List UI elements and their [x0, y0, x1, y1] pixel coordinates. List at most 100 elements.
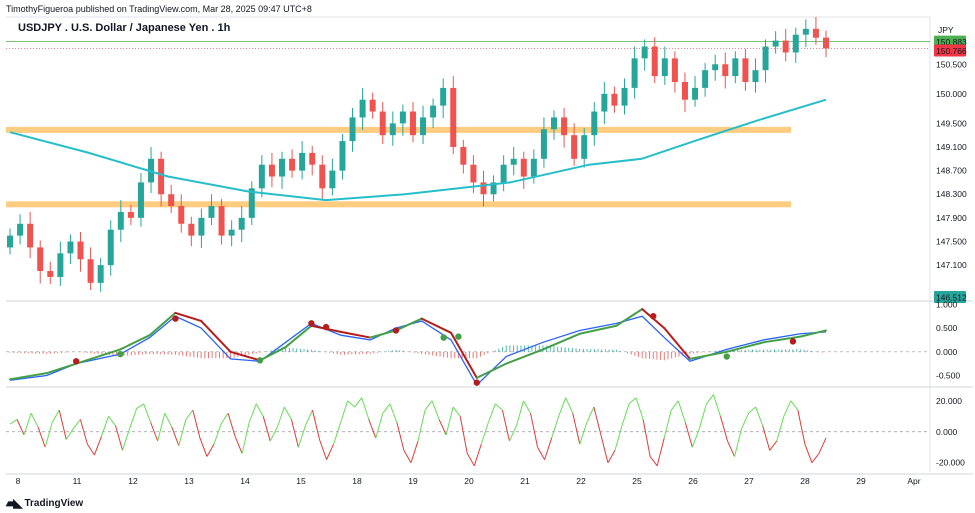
candle-body	[67, 241, 74, 254]
candle-body	[399, 111, 406, 124]
oscillator-segment	[213, 423, 222, 445]
oscillator-segment	[635, 397, 644, 420]
candle-body	[802, 28, 809, 35]
candle-body	[470, 164, 477, 183]
candle	[37, 240, 44, 284]
oscillator-segment	[403, 450, 412, 463]
candle-body	[37, 247, 44, 272]
oscillator-segment	[255, 403, 264, 417]
candle-body	[792, 34, 799, 53]
candle	[732, 51, 739, 84]
candle	[57, 241, 64, 286]
low-price-label-bg	[934, 291, 966, 303]
macd-signal-segment	[799, 329, 827, 338]
candle	[319, 155, 326, 201]
oscillator-segment	[37, 426, 46, 448]
candle-body	[158, 158, 165, 195]
oscillator-segment	[220, 412, 229, 425]
candle-body	[198, 217, 205, 236]
oscillator-segment	[706, 394, 714, 405]
candle-body	[279, 158, 285, 177]
candle	[540, 117, 547, 168]
oscillator-segment	[115, 425, 124, 451]
candle	[168, 184, 175, 214]
candle	[127, 204, 134, 225]
oscillator-segment	[227, 413, 236, 437]
oscillator-segment	[283, 406, 292, 420]
macd-pane[interactable]	[6, 308, 930, 387]
price-pane[interactable]	[6, 17, 930, 292]
oscillator-segment	[487, 403, 496, 423]
candle	[107, 220, 114, 276]
oscillator-segment	[382, 403, 391, 414]
last-price-label: 150.766	[934, 44, 967, 57]
tradingview-logo[interactable]: ▰◣ TradingView	[6, 496, 83, 510]
candle-body	[480, 182, 487, 195]
candle	[238, 206, 245, 243]
price-tick-label: 147.500	[936, 237, 967, 247]
candle	[359, 87, 366, 130]
oscillator-segment	[389, 403, 398, 423]
candle	[762, 39, 769, 83]
macd-cross-marker	[117, 350, 124, 358]
oscillator-segment	[495, 403, 503, 411]
macd-cross-marker	[473, 379, 481, 386]
candle-body	[591, 111, 598, 136]
candle	[289, 149, 296, 178]
oscillator-segment	[762, 425, 771, 451]
oscillator-segment	[178, 419, 187, 446]
time-tick-label: Apr	[907, 476, 920, 486]
candle-body	[248, 188, 255, 218]
candle-body	[268, 164, 275, 177]
candle-body	[309, 152, 316, 165]
macd-cross-marker	[256, 357, 264, 364]
macd-signal-segment	[339, 330, 372, 339]
candle-body	[97, 265, 104, 283]
candle-body	[571, 135, 578, 159]
oscillator-segment	[677, 400, 686, 423]
candle-body	[611, 93, 618, 106]
macd-signal-segment	[762, 335, 802, 344]
oscillator-segment	[58, 409, 67, 440]
oscillator-segment	[136, 403, 144, 409]
candle-body	[107, 229, 114, 266]
candle-body	[651, 46, 658, 77]
candle	[430, 98, 437, 129]
candle-body	[762, 46, 769, 71]
time-tick-label: 25	[632, 476, 642, 486]
macd-cross-marker	[650, 313, 657, 320]
macd-cross-marker	[72, 358, 80, 365]
oscillator-segment	[417, 410, 426, 442]
oscillator-segment	[424, 400, 433, 411]
candle-body	[440, 87, 447, 106]
oscillator-segment	[93, 436, 102, 456]
candle-body	[520, 158, 527, 177]
candle-body	[238, 217, 245, 230]
time-tick-label: 19	[408, 476, 418, 486]
oscillator-segment	[649, 456, 658, 467]
oscillator-segment	[741, 413, 750, 429]
oscillator-pane[interactable]	[6, 394, 930, 467]
macd-cross-marker	[392, 327, 400, 334]
oscillator-segment	[586, 406, 595, 423]
macd-cross-marker	[308, 320, 315, 327]
candle	[7, 228, 13, 255]
oscillator-segment	[628, 397, 637, 405]
candle	[208, 194, 215, 225]
oscillator-segment	[368, 419, 377, 439]
candle	[399, 104, 406, 136]
oscillator-segment	[410, 440, 419, 463]
tradingview-mark-icon: ▰◣	[6, 496, 23, 510]
oscillator-segment	[30, 412, 39, 428]
oscillator-segment	[501, 410, 510, 442]
oscillator-segment	[122, 428, 131, 451]
candle	[258, 155, 265, 198]
candle	[27, 211, 34, 259]
candle-body	[7, 235, 13, 248]
time-tick-label: 15	[296, 476, 306, 486]
candle-body	[450, 87, 457, 147]
time-tick-label: 27	[744, 476, 754, 486]
oscillator-segment	[129, 408, 138, 429]
candle-body	[430, 105, 437, 118]
